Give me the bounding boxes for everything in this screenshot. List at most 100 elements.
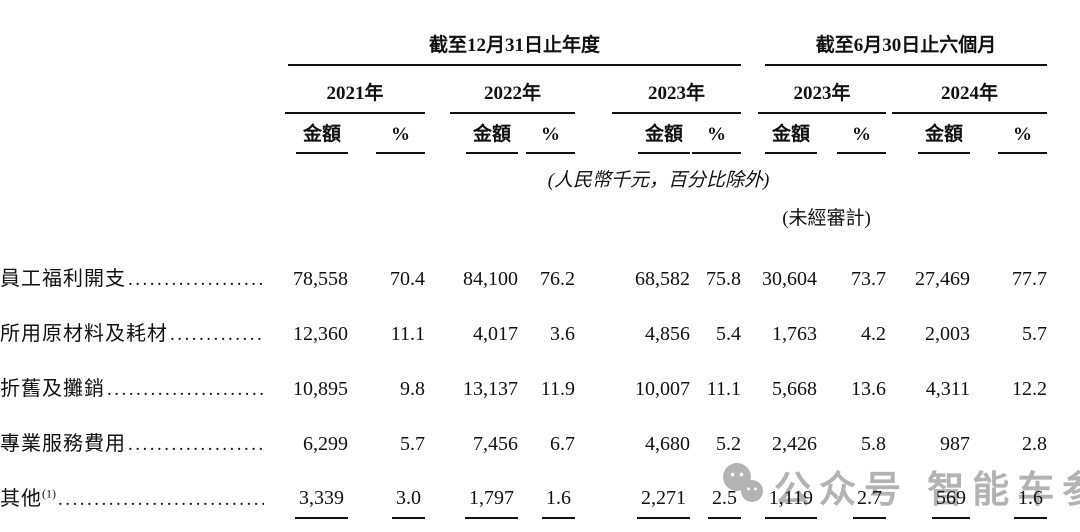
percent-header: % bbox=[970, 114, 1048, 154]
interim-group-title: 截至6月30日止六個月 bbox=[765, 30, 1048, 66]
amount-cell: 4,680 bbox=[645, 433, 690, 455]
amount-cell: 7,456 bbox=[473, 433, 518, 455]
table-row-employee-benefits: 員工福利開支 78,558 70.4 84,100 76.2 68,582 75… bbox=[0, 246, 1047, 301]
wechat-icon bbox=[720, 460, 768, 513]
amount-cell: 2,271 bbox=[575, 466, 690, 521]
percent-header: % bbox=[817, 114, 887, 154]
percent-cell: 3.0 bbox=[348, 466, 425, 521]
percent-cell: 3.6 bbox=[550, 323, 575, 345]
percent-header: % bbox=[348, 114, 425, 154]
unaudited-note: (未經審計) bbox=[782, 208, 871, 229]
percent-cell: 11.1 bbox=[390, 323, 425, 345]
year-2021-cell: 2021年 bbox=[270, 66, 425, 114]
percent-cell: 2.5 bbox=[690, 466, 742, 521]
amount-cell: 27,469 bbox=[915, 268, 971, 290]
amount-cell: 2,003 bbox=[925, 323, 971, 345]
interim-group-cell: 截至6月30日止六個月 bbox=[741, 24, 1048, 66]
dot-leader bbox=[170, 323, 264, 346]
amount-cell: 110,507 bbox=[425, 521, 518, 532]
percent-cell: 6.7 bbox=[550, 433, 575, 455]
row-label: 折舊及攤銷 bbox=[0, 378, 105, 400]
percent-cell: 11.9 bbox=[540, 378, 575, 400]
interim-2024-label: 2024年 bbox=[892, 78, 1048, 114]
annual-group-cell: 截至12月31日止年度 bbox=[270, 24, 742, 66]
percent-cell: 76.2 bbox=[540, 268, 575, 290]
amount-cell: 6,299 bbox=[303, 433, 348, 455]
amount-cell: 1,763 bbox=[772, 323, 818, 345]
percent-cell: 70.4 bbox=[390, 268, 425, 290]
amount-cell: 84,100 bbox=[463, 268, 518, 290]
amount-cell: 30,604 bbox=[762, 268, 818, 290]
percent-cell: 100.0 bbox=[690, 521, 741, 532]
percent-cell: 11.1 bbox=[706, 378, 742, 400]
amount-cell: 1,119 bbox=[741, 466, 818, 521]
dot-leader bbox=[58, 488, 264, 511]
empty-cell bbox=[0, 24, 270, 66]
empty-cell bbox=[0, 154, 270, 196]
amount-cell: 2,426 bbox=[772, 433, 818, 455]
currency-note: (人民幣千元，百分比除外) bbox=[547, 170, 770, 191]
amount-cell: 68,582 bbox=[635, 268, 690, 290]
group-header-row: 截至12月31日止年度 截至6月30日止六個月 bbox=[0, 24, 1048, 66]
dot-leader bbox=[128, 433, 264, 456]
percent-cell: 75.8 bbox=[706, 268, 742, 290]
unaudited-note-row: (未經審計) bbox=[0, 196, 1047, 234]
percent-cell: 9.8 bbox=[400, 378, 425, 400]
percent-cell: 1.6 bbox=[518, 466, 575, 521]
row-label-cell: 總計 bbox=[0, 521, 270, 532]
amount-header: 金額 bbox=[741, 114, 818, 154]
amount-cell: 4,856 bbox=[645, 323, 690, 345]
row-label: 員工福利開支 bbox=[0, 268, 126, 290]
percent-cell: 1.6 bbox=[970, 466, 1048, 521]
interim-2024-cell: 2024年 bbox=[886, 66, 1048, 114]
amount-cell: 35,339 bbox=[886, 521, 970, 532]
year-2023-label: 2023年 bbox=[612, 78, 742, 114]
row-label-cell: 專業服務費用 bbox=[0, 411, 270, 466]
amount-cell: 10,895 bbox=[293, 378, 348, 400]
footnote-marker: (1) bbox=[42, 486, 56, 501]
amount-cell: 4,017 bbox=[473, 323, 518, 345]
spacer-row bbox=[0, 234, 1047, 246]
amount-cell: 13,137 bbox=[463, 378, 518, 400]
amount-cell: 987 bbox=[940, 433, 971, 455]
row-label-cell: 員工福利開支 bbox=[0, 246, 270, 301]
amount-cell: 5,668 bbox=[772, 378, 818, 400]
currency-note-row: (人民幣千元，百分比除外) bbox=[0, 154, 1047, 196]
amount-cell: 41,580 bbox=[741, 521, 817, 532]
subheader-row: 金額 % 金額 % 金額 % 金額 % 金額 % bbox=[0, 114, 1048, 154]
percent-cell: 77.7 bbox=[1012, 268, 1048, 290]
interim-2023-cell: 2023年 bbox=[741, 66, 887, 114]
amount-header: 金額 bbox=[425, 114, 518, 154]
amount-cell: 3,339 bbox=[270, 466, 348, 521]
amount-cell: 111,451 bbox=[270, 521, 348, 532]
amount-header: 金額 bbox=[270, 114, 348, 154]
amount-cell: 4,311 bbox=[925, 378, 971, 400]
table-row-others: 其他(1) 3,339 3.0 1,797 1.6 2,271 2.5 1,11… bbox=[0, 466, 1048, 521]
empty-cell bbox=[886, 196, 1047, 234]
percent-cell: 5.7 bbox=[1022, 323, 1048, 345]
amount-cell: 78,558 bbox=[293, 268, 348, 290]
percent-cell: 5.8 bbox=[861, 433, 887, 455]
year-2023-cell: 2023年 bbox=[575, 66, 742, 114]
percent-header: % bbox=[518, 114, 575, 154]
row-label: 其他(1) bbox=[0, 486, 56, 510]
table-row-raw-materials: 所用原材料及耗材 12,360 11.1 4,017 3.6 4,856 5.4… bbox=[0, 301, 1047, 356]
empty-cell bbox=[0, 114, 270, 154]
percent-cell: 13.6 bbox=[851, 378, 887, 400]
amount-header: 金額 bbox=[575, 114, 690, 154]
percent-cell: 5.2 bbox=[716, 433, 742, 455]
row-label: 所用原材料及耗材 bbox=[0, 323, 168, 345]
percent-cell: 5.7 bbox=[400, 433, 425, 455]
empty-cell bbox=[0, 66, 270, 114]
watermark: 公众号 智能车参考 bbox=[720, 459, 1080, 513]
dot-leader bbox=[128, 268, 264, 291]
interim-2023-label: 2023年 bbox=[758, 78, 887, 114]
empty-cell bbox=[0, 196, 741, 234]
amount-cell: 569 bbox=[886, 466, 971, 521]
percent-cell: 5.4 bbox=[716, 323, 742, 345]
amount-cell: 10,007 bbox=[635, 378, 690, 400]
cost-breakdown-table: 截至12月31日止年度 截至6月30日止六個月 2021年 2022年 2023… bbox=[0, 24, 1048, 532]
row-label: 專業服務費用 bbox=[0, 433, 126, 455]
amount-header: 金額 bbox=[886, 114, 971, 154]
